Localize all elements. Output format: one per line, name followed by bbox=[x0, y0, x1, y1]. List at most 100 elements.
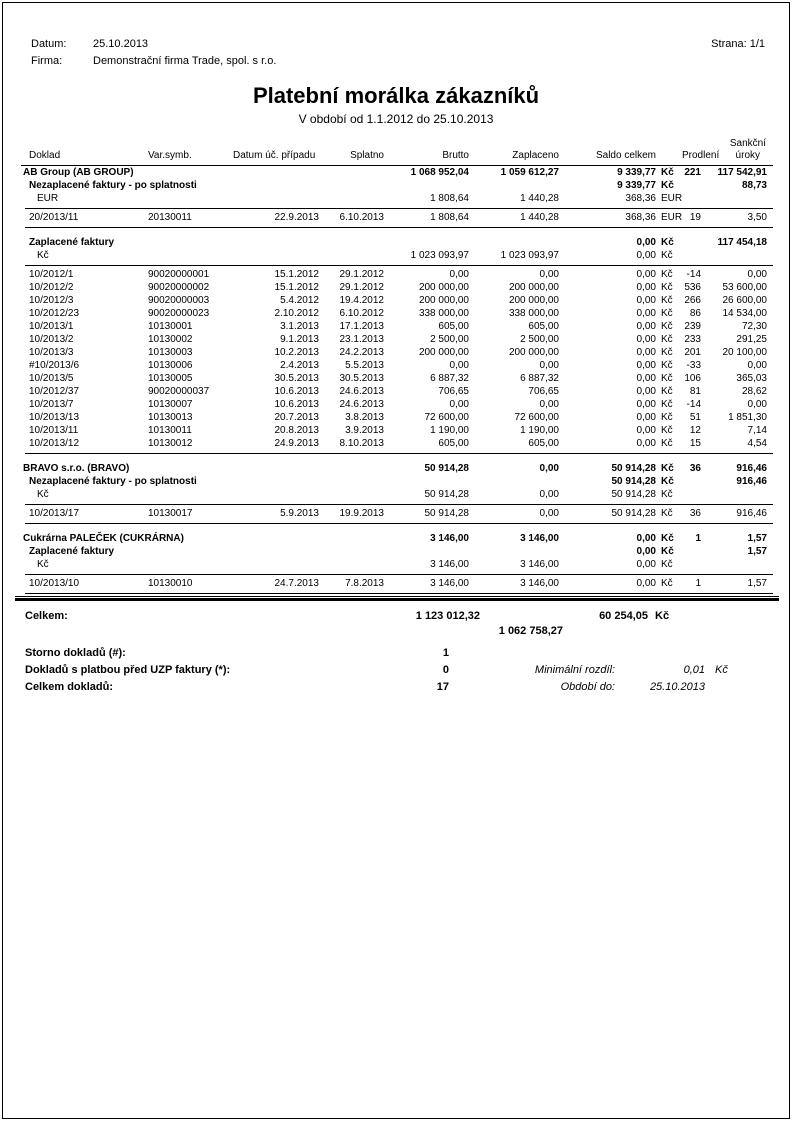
cell-varsymb: 10130007 bbox=[148, 399, 193, 410]
cell-varsymb: 10130013 bbox=[148, 412, 193, 423]
table-row-detail: #10/2013/6 10130006 2.4.2013 5.5.2013 0,00 0,… bbox=[21, 359, 773, 372]
cell-brutto: 0,00 bbox=[449, 269, 469, 280]
cell-zaplaceno: 0,00 bbox=[539, 489, 559, 500]
cell-splatno: 17.1.2013 bbox=[339, 321, 385, 332]
cell-unit: Kč bbox=[661, 180, 674, 191]
cell-prodleni bbox=[682, 545, 701, 558]
table-end-line bbox=[15, 596, 779, 597]
cell-brutto: 1 023 093,97 bbox=[410, 250, 469, 261]
table-row-cur: Kč 3 146,00 3 146,00 0,00 Kč bbox=[21, 558, 773, 571]
cell-prodleni: 239 bbox=[684, 321, 701, 332]
cell-varsymb bbox=[148, 488, 233, 501]
totals-row-zaplaceno: 1 062 758,27 bbox=[25, 624, 777, 639]
cell-splatno bbox=[319, 249, 384, 262]
celkem-saldo-unit: Kč bbox=[655, 610, 670, 622]
separator-line bbox=[25, 227, 773, 228]
cell-zaplaceno bbox=[469, 179, 559, 192]
cell-unit: Kč bbox=[661, 237, 674, 248]
cell-zaplaceno: 1 440,28 bbox=[520, 193, 559, 204]
cell-prodleni: 12 bbox=[689, 425, 701, 436]
cell-saldo: 0,00 bbox=[636, 347, 656, 358]
report-title: Platební morálka zákazníků bbox=[252, 83, 540, 108]
firma-label: Firma: bbox=[31, 55, 63, 67]
cell-splatno bbox=[319, 532, 384, 545]
cell-unit: Kč bbox=[661, 508, 673, 519]
cell-varsymb bbox=[148, 558, 233, 571]
cell-uroky: 916,46 bbox=[736, 476, 767, 487]
cell-zaplaceno: 3 146,00 bbox=[520, 533, 559, 544]
table-row-sub: Nezaplacené faktury - po splatnosti 50 91… bbox=[21, 475, 773, 488]
cell-splatno: 19.4.2012 bbox=[339, 295, 385, 306]
table-row-detail: 10/2013/1 10130001 3.1.2013 17.1.2013 605,00… bbox=[21, 320, 773, 333]
cell-unit: EUR bbox=[661, 193, 683, 204]
table-row-cur: Kč 50 914,28 0,00 50 914,28 Kč bbox=[21, 488, 773, 501]
cell-doklad: 10/2013/10 bbox=[29, 578, 80, 589]
cell-zaplaceno: 200 000,00 bbox=[508, 347, 559, 358]
cell-prodleni: -14 bbox=[686, 269, 701, 280]
cell-varsymb bbox=[148, 249, 233, 262]
report-meta: Datum: 25.10.2013 Strana: 1/1 Firma: Dem… bbox=[31, 36, 765, 70]
cell-unit: Kč bbox=[661, 463, 674, 474]
cell-brutto: 6 887,32 bbox=[430, 373, 469, 384]
totals-row-celkem: Celkem: 1 123 012,32 60 254,05 Kč bbox=[25, 609, 777, 624]
cell-doklad: Kč bbox=[37, 250, 49, 261]
cell-brutto: 605,00 bbox=[438, 321, 469, 332]
cell-prodleni bbox=[682, 249, 701, 262]
table-row-sub: Nezaplacené faktury - po splatnosti 9 339… bbox=[21, 179, 773, 192]
cell-prodleni: 81 bbox=[689, 386, 701, 397]
table-row-detail: 10/2012/23 90020000023 2.10.2012 6.10.2012 3… bbox=[21, 307, 773, 320]
cell-unit: Kč bbox=[661, 438, 673, 449]
storno-value: 1 bbox=[442, 647, 449, 659]
cell-uroky bbox=[701, 249, 767, 262]
table-row-detail: 10/2013/3 10130003 10.2.2013 24.2.2013 200 0… bbox=[21, 346, 773, 359]
cell-saldo: 9 339,77 bbox=[617, 167, 656, 178]
cell-brutto: 0,00 bbox=[449, 360, 469, 371]
cell-doklad: 10/2013/2 bbox=[29, 334, 74, 345]
col-header-datum: Datum úč. případu bbox=[233, 150, 316, 161]
cell-splatno bbox=[319, 545, 384, 558]
cell-datum bbox=[233, 249, 319, 262]
cell-varsymb: 90020000001 bbox=[148, 269, 210, 280]
cell-zaplaceno: 0,00 bbox=[539, 399, 559, 410]
cell-unit: Kč bbox=[661, 386, 673, 397]
cell-uroky bbox=[701, 192, 767, 205]
totals-row-uzp: Dokladů s platbou před UZP faktury (*): … bbox=[25, 662, 777, 679]
cell-varsymb bbox=[148, 462, 233, 475]
cell-saldo: 50 914,28 bbox=[611, 463, 657, 474]
cell-uroky: 1 851,30 bbox=[728, 412, 767, 423]
cell-uroky: 0,00 bbox=[747, 360, 767, 371]
cell-zaplaceno: 1 190,00 bbox=[520, 425, 559, 436]
cell-datum: 3.1.2013 bbox=[280, 321, 319, 332]
separator-line bbox=[25, 265, 773, 266]
cell-prodleni bbox=[682, 475, 701, 488]
min-rozdil-unit: Kč bbox=[715, 664, 728, 676]
cell-datum: 15.1.2012 bbox=[274, 282, 320, 293]
cell-doklad: 10/2013/3 bbox=[29, 347, 74, 358]
cell-zaplaceno: 200 000,00 bbox=[508, 295, 559, 306]
table-body: AB Group (AB GROUP) 1 068 952,04 1 059 612… bbox=[15, 166, 779, 601]
col-header-unit bbox=[656, 150, 682, 162]
cell-unit: Kč bbox=[661, 282, 673, 293]
cell-doklad: 10/2013/17 bbox=[29, 508, 80, 519]
strana-label: Strana: bbox=[711, 38, 747, 50]
cell-splatno: 3.8.2013 bbox=[345, 412, 384, 423]
cell-prodleni: 1 bbox=[695, 578, 701, 589]
table-row-sub: Zaplacené faktury 0,00 Kč 1,57 bbox=[21, 545, 773, 558]
cell-uroky: 0,00 bbox=[747, 399, 767, 410]
cell-uroky: 72,30 bbox=[741, 321, 767, 332]
uzp-value: 0 bbox=[442, 664, 449, 676]
cell-datum: 10.2.2013 bbox=[274, 347, 320, 358]
cell-uroky: 4,54 bbox=[747, 438, 767, 449]
col-header-saldo: Saldo celkem bbox=[595, 150, 656, 161]
cell-splatno bbox=[319, 488, 384, 501]
cell-brutto bbox=[384, 475, 469, 488]
cell-uroky: 14 534,00 bbox=[722, 308, 768, 319]
table-row-customer: BRAVO s.r.o. (BRAVO) 50 914,28 0,00 50 914,… bbox=[21, 462, 773, 475]
cell-unit: Kč bbox=[661, 373, 673, 384]
cell-saldo: 0,00 bbox=[636, 308, 656, 319]
cell-doklad: 10/2013/13 bbox=[29, 412, 80, 423]
cell-varsymb: 10130017 bbox=[148, 508, 193, 519]
table-row-detail: 10/2013/13 10130013 20.7.2013 3.8.2013 72 60… bbox=[21, 411, 773, 424]
cell-brutto: 72 600,00 bbox=[424, 412, 470, 423]
